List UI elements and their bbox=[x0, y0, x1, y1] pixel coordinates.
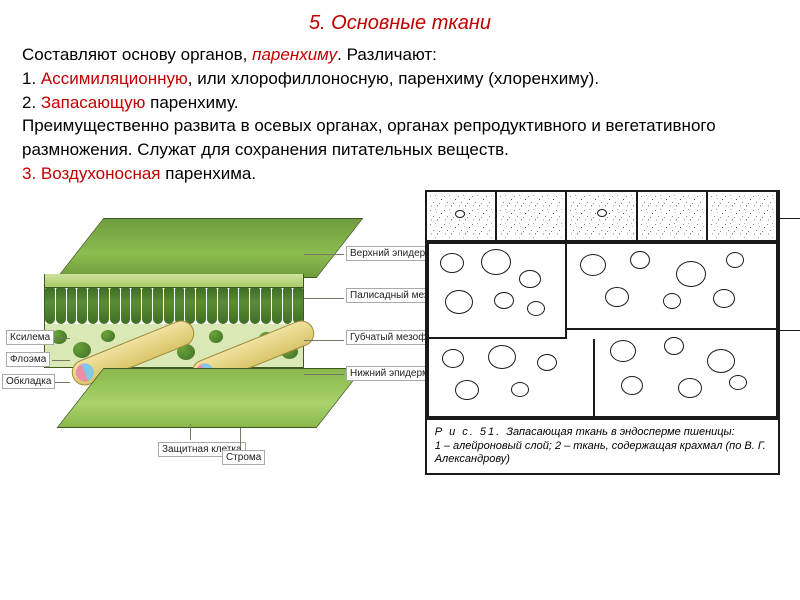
lower-epidermis-surface bbox=[57, 368, 364, 428]
intro-1c: . Различают: bbox=[337, 45, 437, 64]
label-phloem: Флоэма bbox=[6, 352, 50, 367]
palisade-layer bbox=[44, 288, 304, 324]
item1-b: Ассимиляционную bbox=[41, 69, 188, 88]
intro-parenchyma: паренхиму bbox=[252, 45, 337, 64]
caption-lead: Р и с. 51. bbox=[435, 426, 507, 438]
item3-c: паренхима. bbox=[161, 164, 257, 183]
endosperm-figure: 1 2 Р и с. 51. Запасающая ткань в эндосп… bbox=[425, 190, 780, 480]
label-xylem: Ксилема bbox=[6, 330, 54, 345]
item1-a: 1. bbox=[22, 69, 41, 88]
item3-a: 3. bbox=[22, 164, 41, 183]
intro-1a: Составляют основу органов, bbox=[22, 45, 252, 64]
desc: Преимущественно развита в осевых органах… bbox=[22, 114, 778, 162]
upper-epidermis-edge bbox=[44, 274, 304, 288]
label-stroma: Строма bbox=[222, 450, 265, 465]
section-title: 5. Основные ткани bbox=[0, 0, 800, 43]
starch-tissue bbox=[427, 242, 778, 418]
aleurone-layer bbox=[427, 192, 778, 242]
item1-c: , или хлорофиллоносную, паренхиму (хлоре… bbox=[188, 69, 599, 88]
caption-legend: 1 – алейроновый слой; 2 – ткань, содержа… bbox=[435, 440, 766, 466]
figure-caption: Р и с. 51. Запасающая ткань в эндосперме… bbox=[425, 420, 780, 475]
label-sheath: Обкладка bbox=[2, 374, 55, 389]
caption-title: Запасающая ткань в эндосперме пшеницы: bbox=[506, 426, 734, 438]
body-text: Составляют основу органов, паренхиму. Ра… bbox=[0, 43, 800, 186]
item2-a: 2. bbox=[22, 93, 41, 112]
item2-b: Запасающую bbox=[41, 93, 146, 112]
item3-b: Воздухоносная bbox=[41, 164, 161, 183]
item2-c: паренхиму. bbox=[145, 93, 238, 112]
endosperm-diagram bbox=[425, 190, 780, 420]
leaf-diagram: Верхний эпидермис Палисадный мезофилл Гу… bbox=[20, 190, 413, 480]
upper-epidermis-surface bbox=[57, 218, 364, 278]
